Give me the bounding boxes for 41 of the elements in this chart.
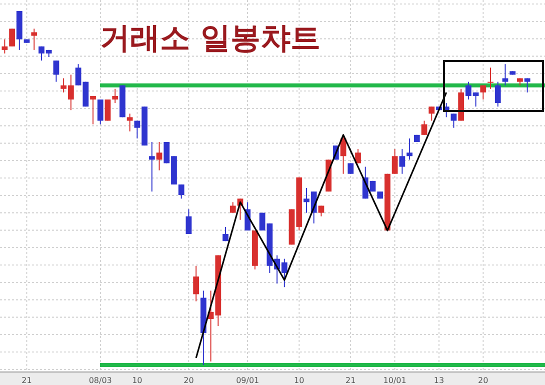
candlestick — [392, 148, 398, 174]
x-tick-label: 09/01 — [236, 376, 260, 385]
candlestick — [502, 64, 508, 86]
candlestick — [97, 99, 104, 125]
candlestick — [222, 226, 228, 242]
x-tick-label: 10 — [294, 376, 304, 385]
candlestick — [156, 141, 162, 171]
candlestick — [126, 113, 133, 132]
candlestick — [524, 78, 530, 93]
candlestick — [421, 120, 428, 136]
x-tick-label: 21 — [22, 376, 32, 385]
x-tick-label: 20 — [478, 376, 488, 385]
candlestick — [178, 184, 184, 200]
candlestick — [186, 208, 192, 235]
x-tick-label: 10/01 — [383, 376, 406, 385]
candlestick — [230, 202, 236, 214]
candlestick — [148, 141, 155, 192]
candlestick — [480, 84, 486, 100]
candlestick — [348, 162, 354, 174]
candlestick — [53, 60, 60, 82]
x-tick-label: 20 — [184, 376, 194, 385]
x-tick-label: 21 — [346, 376, 356, 385]
candlestick — [9, 28, 15, 47]
candlestick — [450, 113, 457, 128]
candlestick — [318, 205, 324, 217]
candlestick — [494, 81, 501, 108]
chart-title: 거래소 일봉챠트 — [100, 21, 320, 56]
candlestick — [104, 99, 111, 122]
candlestick — [112, 88, 118, 104]
candlestick — [406, 138, 412, 160]
x-tick-label: 13 — [434, 376, 444, 385]
candlestick — [428, 106, 435, 122]
candlestick — [2, 38, 8, 54]
x-tick-label: 10 — [132, 376, 142, 385]
candlestick — [355, 148, 361, 164]
candlestick — [488, 67, 494, 90]
candlestick — [31, 28, 38, 50]
candlestick — [399, 148, 406, 174]
x-tick-label: 08/03 — [88, 376, 112, 385]
candlestick — [193, 265, 200, 302]
candlestick — [90, 95, 96, 125]
